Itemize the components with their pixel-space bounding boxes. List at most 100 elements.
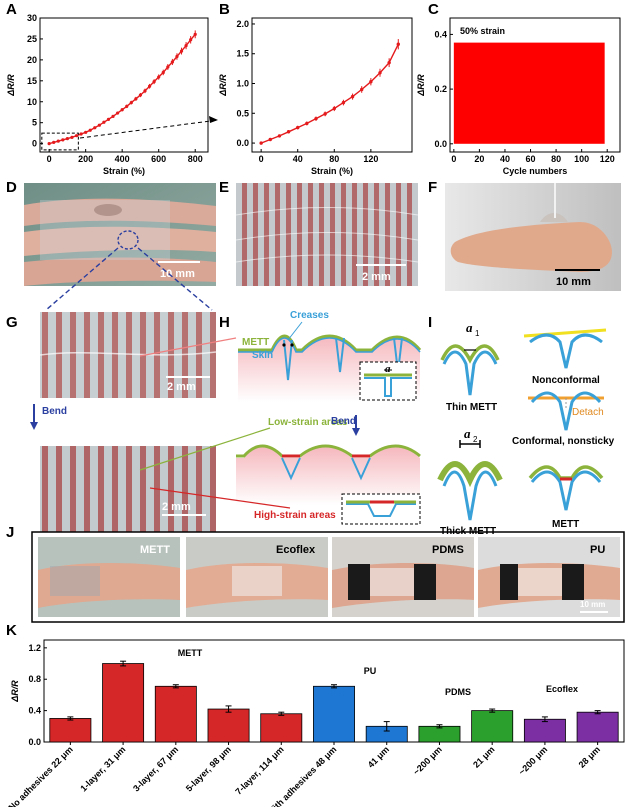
bend-arrow-h-head [352, 428, 360, 436]
data-point [314, 116, 318, 121]
x-tick-label: 5-layer, 98 μm [184, 744, 233, 793]
label-a2: a [464, 426, 471, 441]
bar [313, 685, 355, 743]
y-tick-label: 2.0 [236, 19, 249, 29]
data-point [166, 65, 170, 69]
bar [471, 710, 514, 743]
data-point [175, 54, 179, 59]
data-point [305, 121, 309, 126]
photo-e-stripes [235, 183, 419, 286]
panel-label-i: I [428, 314, 432, 331]
data-point [79, 132, 83, 136]
pointer-creases [287, 321, 303, 341]
bar [154, 685, 197, 743]
cycle-band [453, 42, 605, 144]
bar [102, 663, 145, 743]
x-tick-label: 28 μm [577, 744, 602, 769]
y-axis-label-group: ΔR/R [10, 680, 20, 703]
series-line [48, 33, 196, 145]
data-point [88, 128, 92, 132]
inset-box [41, 132, 79, 151]
y-tick-label: 10 [27, 97, 37, 107]
bar [576, 711, 619, 743]
y-tick-label: 0.8 [28, 674, 41, 684]
scale-text-f: 10 mm [556, 276, 591, 288]
annotation-50-strain: 50% strain [460, 26, 505, 36]
label-mett-i: METT [552, 519, 579, 530]
label-a1: a [466, 320, 473, 335]
x-tick-label: 800 [188, 154, 203, 164]
x-tick-label: 40 [293, 154, 303, 164]
photo-j-pdms [332, 537, 474, 617]
schematic-i-nonconformal [523, 328, 607, 369]
data-point [152, 80, 156, 84]
data-point [106, 117, 111, 121]
x-tick-label: No adhesives 22 μm [7, 744, 75, 807]
data-point [387, 60, 391, 65]
y-tick-label: 0.0 [236, 138, 249, 148]
x-tick-label: 7-layer, 114 μm [233, 744, 285, 796]
data-point [360, 87, 364, 92]
photo-j-ecoflex [186, 537, 328, 617]
panel-label-h: H [219, 314, 230, 331]
x-tick-label: 120 [600, 154, 615, 164]
x-tick-label: 200 [78, 154, 93, 164]
data-point [193, 32, 197, 36]
bar [260, 713, 303, 743]
bar [523, 718, 566, 743]
y-tick-label: 0 [32, 139, 37, 149]
y-axis-label-group: ΔR/R [416, 74, 426, 97]
data-point [111, 114, 115, 119]
y-tick-label: 1.2 [28, 643, 41, 653]
y-tick-label: 0.0 [28, 737, 41, 747]
x-tick-label: 600 [151, 154, 166, 164]
data-point [147, 84, 152, 88]
photo-f-finger [445, 183, 621, 291]
y-tick-label: 1.0 [236, 79, 249, 89]
data-point [179, 49, 184, 53]
chart-c: 0 20 40 60 80 100 120 0.0 0.2 0.4 Cycle numbers ΔR/… [416, 17, 621, 176]
data-point [138, 93, 143, 97]
photo-j-mett [38, 537, 180, 617]
x-tick-label: 1-layer, 31 μm [78, 744, 127, 793]
chart-k: 0.0 0.4 0.8 1.2 ΔR/R No adhesives 22 μm 1-laye… [7, 639, 625, 807]
label-creases: Creases [290, 310, 329, 321]
pointer-low-strain [139, 427, 271, 471]
group-label-pdms: PDMS [445, 687, 471, 697]
label-thin-mett: Thin METT [446, 402, 497, 413]
data-point [157, 75, 161, 79]
x-tick-label: 0 [47, 154, 52, 164]
y-axis-label: ΔR/R [416, 74, 426, 97]
frame-j [31, 531, 625, 623]
data-point [56, 139, 60, 143]
panel-label-a: A [6, 1, 17, 18]
data-point [97, 123, 101, 127]
data-point [296, 125, 300, 130]
scale-text-d: 10 mm [160, 268, 195, 280]
data-point [143, 89, 147, 93]
panel-label-c: C [428, 1, 439, 18]
group-label-mett: METT [178, 648, 203, 658]
x-tick-label: 41 μm [366, 744, 391, 769]
x-axis-label: Strain (%) [103, 166, 145, 176]
data-point [84, 130, 88, 134]
bend-label-h: Bend [331, 416, 356, 427]
y-tick-label: 25 [27, 34, 37, 44]
data-point [129, 100, 133, 105]
y-tick-label: 20 [27, 55, 37, 65]
x-tick-label: 40 [500, 154, 510, 164]
chart-b: 0 40 80 120 0.0 0.5 1.0 1.5 2.0 Strain (%) ΔR/R [218, 17, 413, 176]
schematic-i-conformal [528, 391, 604, 431]
scale-text-g-top: 2 mm [167, 381, 196, 393]
data-point [341, 100, 346, 105]
label-detach: Detach [572, 407, 604, 418]
photo-j-label-ecoflex: Ecoflex [276, 544, 316, 556]
y-tick-label: 30 [27, 13, 37, 23]
data-point [277, 134, 282, 138]
y-axis-label-group: ΔR/R [218, 74, 228, 97]
data-point [116, 111, 120, 115]
data-point [268, 137, 272, 142]
label-high-strain: High-strain areas [254, 510, 336, 521]
data-point [286, 130, 291, 134]
